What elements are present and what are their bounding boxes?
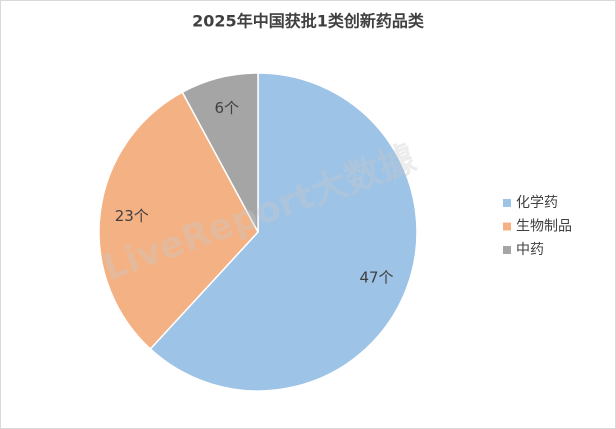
pie-slice (149, 72, 418, 392)
legend-swatch (503, 246, 511, 254)
data-label: 23个 (115, 207, 149, 225)
data-label: 6个 (215, 99, 240, 117)
legend-label: 中药 (516, 242, 544, 258)
legend-swatch (503, 199, 511, 207)
legend-swatch (503, 222, 511, 231)
pie-slice (98, 91, 259, 351)
data-label: 47个 (359, 269, 393, 287)
legend-label: 生物制品 (516, 219, 572, 235)
pie-slice (181, 72, 259, 233)
legend-label: 化学药 (516, 195, 558, 211)
chart-title: 2025年中国获批1类创新药品类 (192, 12, 425, 31)
